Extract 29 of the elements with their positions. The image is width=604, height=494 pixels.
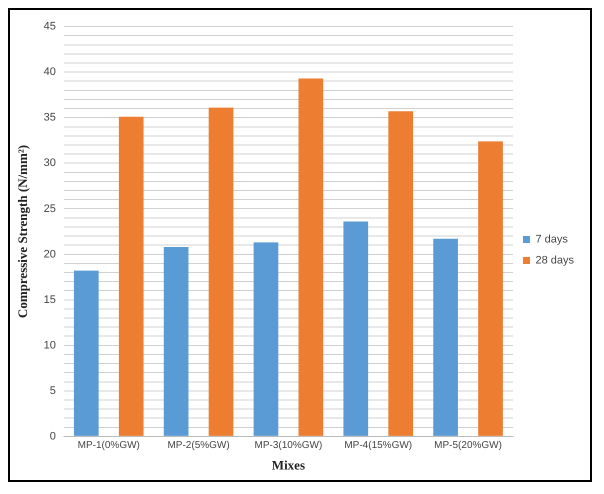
y-tick-label: 20 (44, 248, 56, 260)
y-tick-label: 30 (44, 157, 56, 170)
legend-label: 28 days (535, 254, 574, 267)
bar (298, 78, 324, 436)
bar (208, 108, 234, 436)
bar (478, 141, 503, 436)
y-tick-label: 15 (44, 294, 56, 306)
y-tick-label: 40 (44, 66, 56, 78)
bar (118, 116, 144, 436)
y-tick-label: 0 (50, 430, 56, 442)
bar (164, 246, 188, 436)
y-tick-label: 45 (44, 20, 56, 33)
x-tick-label: MP-2(5%GW) (167, 440, 230, 452)
y-tick-label: 10 (44, 339, 56, 352)
bar (254, 242, 278, 436)
x-tick-label: MP-1(0%GW) (78, 440, 140, 452)
y-tick-label: 35 (44, 112, 56, 124)
x-axis-title: Mixes (272, 458, 306, 473)
x-tick-label: MP-3(10%GW) (254, 440, 322, 452)
bar (74, 270, 99, 436)
x-tick-label: MP-4(15%GW) (344, 440, 412, 452)
legend-label: 7 days (535, 234, 568, 246)
x-tick-label: MP-5(20%GW) (434, 440, 502, 452)
y-tick-label: 5 (50, 384, 56, 397)
bar (343, 221, 368, 436)
y-axis-title: Compressive Strength (N/mm²) (15, 144, 30, 318)
bar (388, 111, 414, 436)
y-tick-label: 25 (44, 202, 56, 215)
bar (433, 238, 458, 436)
